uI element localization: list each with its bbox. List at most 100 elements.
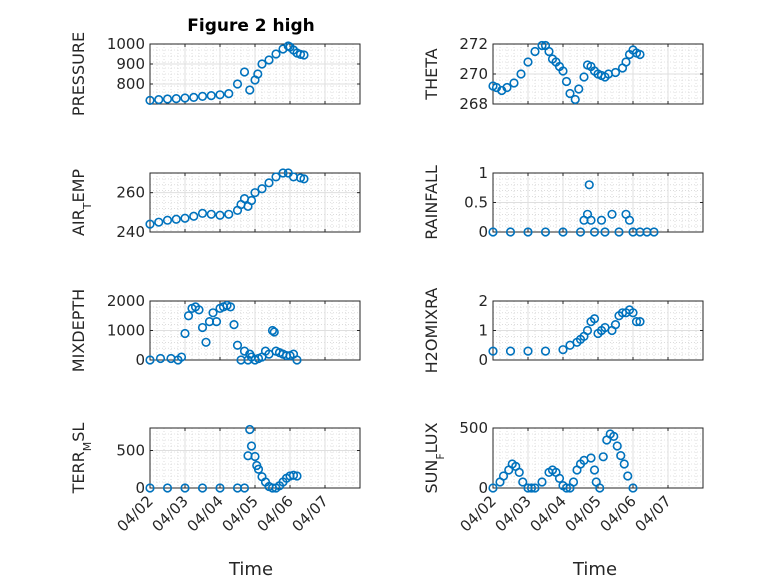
data-point xyxy=(631,317,642,327)
data-point xyxy=(295,49,306,60)
data-point xyxy=(201,337,211,347)
data-point xyxy=(197,208,208,218)
data-point xyxy=(264,178,274,188)
data-point xyxy=(239,483,250,493)
data-point xyxy=(530,483,540,493)
data-point xyxy=(488,227,498,237)
data-point xyxy=(189,211,199,221)
y-tick-label: 0 xyxy=(478,479,488,497)
y-axis-label: AIRTEMP xyxy=(69,169,94,236)
data-point xyxy=(505,227,516,237)
data-point xyxy=(183,311,194,321)
y-tick-label: 900 xyxy=(116,55,145,73)
data-point xyxy=(558,66,568,76)
data-point xyxy=(624,215,635,225)
y-tick-label: 0 xyxy=(478,351,488,369)
x-tick-label: 04/07 xyxy=(632,492,675,535)
data-point xyxy=(189,92,199,102)
data-point xyxy=(225,302,236,312)
x-axis-label-right: Time xyxy=(572,559,617,580)
data-point xyxy=(518,477,528,487)
data-point xyxy=(271,49,281,59)
data-point xyxy=(505,346,516,356)
data-point xyxy=(568,477,579,487)
y-tick-label: 800 xyxy=(116,75,145,93)
data-point xyxy=(257,184,267,194)
data-point xyxy=(589,465,600,475)
data-point xyxy=(215,90,225,100)
data-point xyxy=(180,213,190,223)
data-point xyxy=(586,215,596,225)
data-point xyxy=(540,227,551,237)
data-point xyxy=(561,483,572,493)
data-point xyxy=(245,424,255,435)
y-tick-label: 268 xyxy=(459,95,488,113)
data-point xyxy=(271,172,281,182)
data-point xyxy=(162,94,173,104)
data-point xyxy=(610,320,621,330)
x-tick-label: 04/04 xyxy=(527,492,570,535)
data-point xyxy=(299,50,309,60)
x-tick-label: 04/02 xyxy=(114,492,157,535)
data-point xyxy=(162,483,173,493)
data-point xyxy=(155,353,166,364)
data-point xyxy=(523,346,533,356)
data-point xyxy=(628,308,638,318)
y-tick-label: 1000 xyxy=(107,35,145,53)
x-tick-label: 04/04 xyxy=(184,492,227,535)
data-point xyxy=(292,471,302,481)
data-point xyxy=(154,217,164,227)
data-point xyxy=(635,317,645,327)
data-point xyxy=(589,227,600,237)
y-tick-label: 1 xyxy=(478,164,488,182)
data-point xyxy=(246,195,257,206)
data-point xyxy=(180,93,190,103)
subplot-pressure: 800 900 1000 PRESSURE xyxy=(69,32,361,116)
data-point xyxy=(278,168,288,178)
data-point xyxy=(579,72,589,82)
data-point xyxy=(180,328,190,339)
data-point xyxy=(498,471,509,481)
data-point xyxy=(558,345,568,355)
data-point xyxy=(502,82,512,93)
data-point xyxy=(211,317,222,327)
data-point xyxy=(565,88,575,99)
data-point xyxy=(194,305,204,315)
data-point xyxy=(544,46,554,57)
y-tick-label: 1 xyxy=(478,322,488,340)
y-tick-label: 240 xyxy=(116,223,145,241)
y-axis-label: THETA xyxy=(422,48,441,100)
data-point xyxy=(180,483,190,493)
y-axis-label: PRESSURE xyxy=(69,32,88,116)
x-tick-label: 04/06 xyxy=(597,492,640,535)
data-point xyxy=(145,219,155,229)
data-point xyxy=(145,95,155,105)
data-point xyxy=(269,327,279,337)
data-point xyxy=(206,90,216,101)
data-point xyxy=(250,451,260,462)
data-point xyxy=(288,470,299,480)
data-point xyxy=(598,452,608,462)
data-point xyxy=(488,346,498,356)
y-tick-label: 1000 xyxy=(107,322,145,340)
data-point xyxy=(171,214,181,224)
data-point xyxy=(575,227,586,237)
data-point xyxy=(197,322,208,333)
data-point xyxy=(162,215,173,225)
data-point xyxy=(619,459,629,469)
data-point xyxy=(229,320,239,330)
data-point xyxy=(595,483,605,493)
data-point xyxy=(224,88,234,99)
data-point xyxy=(554,473,565,484)
data-point xyxy=(612,441,622,451)
data-point xyxy=(621,57,631,67)
y-axis-label: TERRMSL xyxy=(69,423,94,495)
data-point xyxy=(649,227,659,237)
data-point xyxy=(610,67,621,78)
y-axis-label: RAINFALL xyxy=(422,165,441,240)
y-tick-label: 272 xyxy=(459,35,488,53)
subplot-mixdepth: 0 1000 2000 MIXDEPTH xyxy=(69,289,361,372)
data-point xyxy=(530,46,540,57)
data-point xyxy=(614,227,624,237)
data-point xyxy=(537,40,547,51)
